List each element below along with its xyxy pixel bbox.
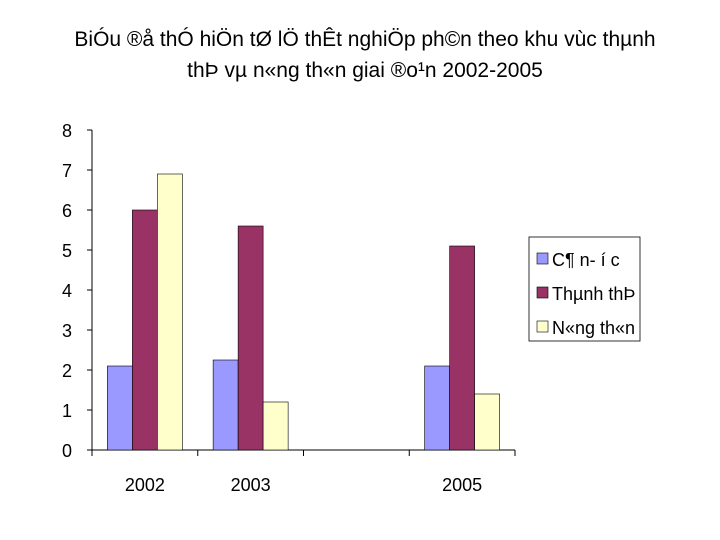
y-tick-label: 4 [62,281,72,301]
legend-swatch [536,320,549,333]
legend-label: Thµnh thÞ [552,284,635,304]
bar [474,393,500,451]
bar [132,209,158,451]
y-tick-label: 3 [62,321,72,341]
bar [212,359,239,451]
bar [157,173,183,451]
legend-swatch [536,286,549,299]
y-tick-label: 1 [62,401,72,421]
x-tick-label: 2005 [442,475,482,495]
bar [424,365,450,451]
chart-legend: C¶ n- í c Thµnh thÞ N«ng th«n [528,236,641,342]
y-tick-label: 8 [62,121,72,141]
legend-label: C¶ n- í c [552,250,620,270]
bar [262,401,289,451]
x-tick-label: 2002 [125,475,165,495]
chart-bars [107,173,500,451]
y-tick-label: 0 [62,441,72,461]
bar [237,225,264,451]
legend-label: N«ng th«n [552,318,635,338]
chart-title-line-2: thÞ vµ n«ng th«n giai ®o¹n 2002-2005 [187,59,543,82]
bar [449,245,475,451]
x-tick-label: 2003 [231,475,271,495]
chart-title: BiÓu ®å thÓ hiÖn tØ lÖ thÊt nghiÖp ph©n … [20,24,710,86]
y-tick-label: 2 [62,361,72,381]
chart-title-line-1: BiÓu ®å thÓ hiÖn tØ lÖ thÊt nghiÖp ph©n … [74,28,656,51]
y-tick-label: 7 [62,161,72,181]
bar [107,365,133,451]
legend-swatch [536,252,549,265]
y-tick-label: 5 [62,241,72,261]
y-tick-label: 6 [62,201,72,221]
